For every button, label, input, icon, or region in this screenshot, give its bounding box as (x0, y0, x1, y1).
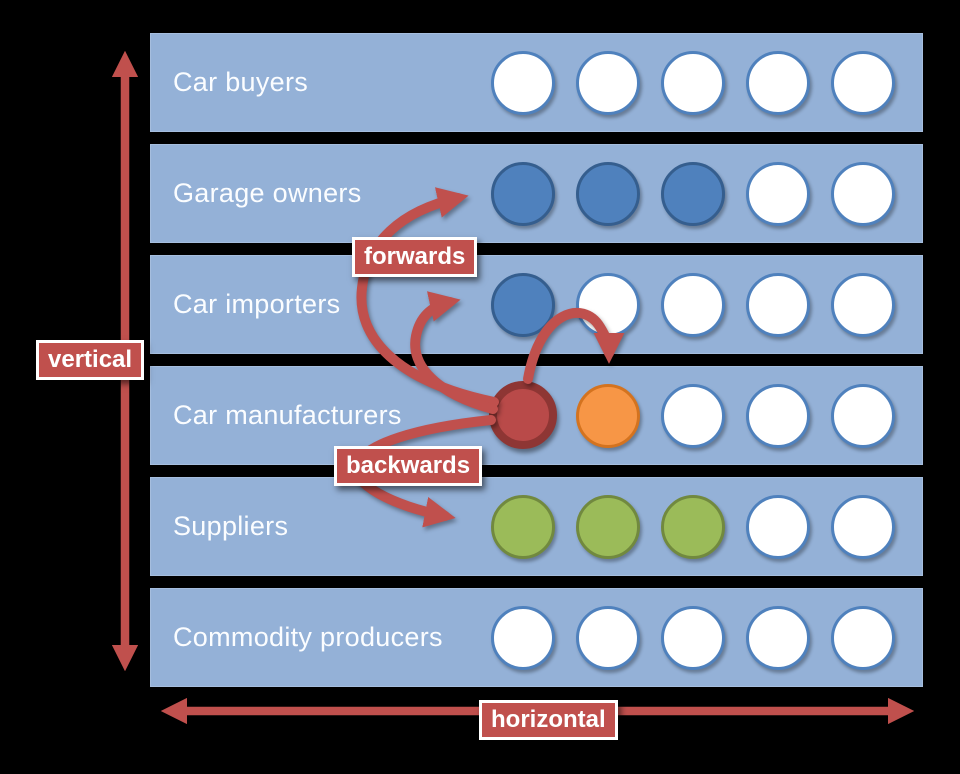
node-circle (576, 495, 640, 559)
row-label: Garage owners (173, 177, 362, 208)
row-band-suppliers: Suppliers (150, 477, 923, 576)
forwards-label: forwards (352, 237, 478, 277)
vertical-axis-label: vertical (36, 340, 145, 380)
node-circle (746, 606, 810, 670)
row-band-car-manufacturers: Car manufacturers (150, 366, 923, 465)
node-circle (576, 162, 640, 226)
backwards-label: backwards (334, 446, 483, 486)
node-circle (491, 51, 555, 115)
node-circle (576, 606, 640, 670)
row-label: Car manufacturers (173, 399, 402, 430)
node-circle (746, 384, 810, 448)
node-circle (831, 384, 895, 448)
node-circle (491, 606, 555, 670)
node-circle (576, 273, 640, 337)
node-circle (746, 51, 810, 115)
node-circle (661, 384, 725, 448)
node-circle (831, 495, 895, 559)
row-label: Suppliers (173, 510, 289, 541)
node-circle (661, 51, 725, 115)
node-circle (831, 162, 895, 226)
node-circle (491, 162, 555, 226)
node-circle (661, 606, 725, 670)
node-circle (491, 495, 555, 559)
row-label: Car importers (173, 288, 341, 319)
node-circle (661, 162, 725, 226)
node-circle (746, 495, 810, 559)
row-band-car-importers: Car importers (150, 255, 923, 354)
node-circle (576, 384, 640, 448)
node-circle (576, 51, 640, 115)
node-circle (746, 162, 810, 226)
node-circle (831, 51, 895, 115)
node-circle (661, 495, 725, 559)
node-circle (491, 273, 555, 337)
row-band-car-buyers: Car buyers (150, 33, 923, 132)
row-band-commodity-producers: Commodity producers (150, 588, 923, 687)
node-circle (661, 273, 725, 337)
node-circle-focal (489, 381, 557, 449)
row-band-garage-owners: Garage owners (150, 144, 923, 243)
node-circle (831, 273, 895, 337)
row-label: Commodity producers (173, 621, 443, 652)
node-circle (831, 606, 895, 670)
row-label: Car buyers (173, 66, 309, 97)
node-circle (746, 273, 810, 337)
horizontal-axis-label: horizontal (479, 700, 618, 740)
